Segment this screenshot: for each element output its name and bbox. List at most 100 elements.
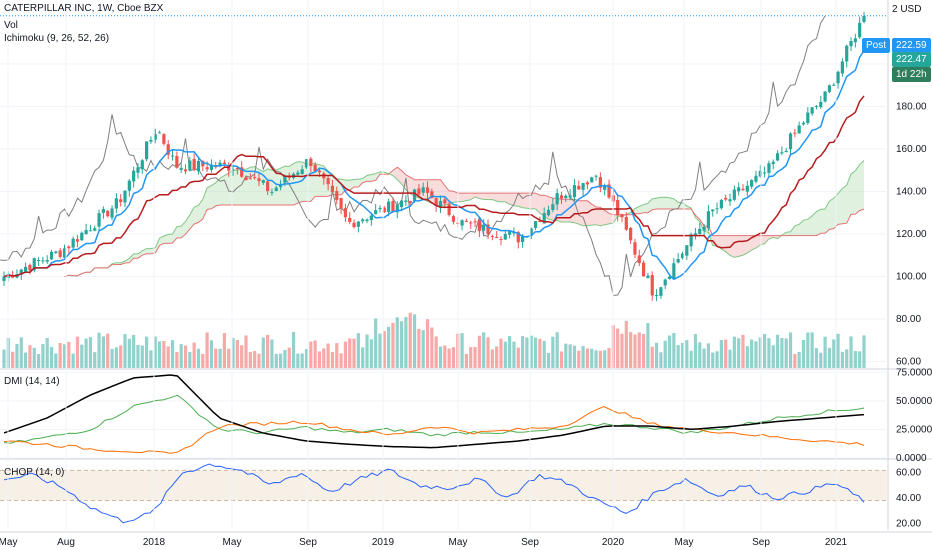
ichimoku-cloud-segment [246, 167, 251, 205]
volume-bar [110, 348, 114, 368]
volume-bar [680, 342, 685, 368]
volume-bar [845, 349, 849, 368]
volume-bar [356, 333, 360, 368]
volume-bar [425, 319, 430, 368]
candle-body [114, 198, 118, 209]
ichimoku-cloud-segment [730, 235, 735, 258]
volume-bar [793, 353, 797, 368]
volume-bar [689, 350, 693, 368]
candle-body [80, 232, 84, 241]
ichimoku-cloud-segment [194, 205, 199, 225]
candle-body [209, 164, 214, 170]
candle-body [54, 251, 58, 253]
candle-body [832, 84, 836, 86]
volume-bar [702, 348, 706, 368]
candle-body [421, 187, 425, 193]
ichimoku-cloud-segment [371, 173, 376, 182]
ichimoku-cloud-segment [838, 188, 843, 225]
volume-bar [387, 326, 391, 368]
time-tick-label: May [449, 537, 468, 548]
volume-legend: Vol [4, 20, 18, 31]
candle-body [490, 236, 494, 238]
ichimoku-cloud-segment [717, 235, 722, 250]
ichimoku-cloud-segment [501, 193, 506, 202]
volume-bar [508, 336, 512, 368]
ichimoku-cloud-segment [306, 163, 311, 202]
volume-bar [495, 346, 499, 368]
volume-bar [378, 333, 382, 368]
candle-body [745, 185, 749, 192]
time-tick-label: Aug [57, 537, 75, 548]
candle-body [698, 228, 702, 235]
ichimoku-cloud-segment [660, 197, 666, 209]
volume-bar [382, 331, 386, 368]
volume-bar [486, 337, 490, 368]
leading-span-b-line [64, 166, 865, 278]
candle-body [542, 213, 546, 224]
last-price-tag: 222.47 [892, 52, 931, 67]
ichimoku-cloud-segment [570, 199, 575, 223]
price-tick-label: 120.00 [896, 229, 927, 240]
volume-bar [88, 337, 93, 368]
candle-body [495, 237, 499, 239]
time-tick-label: May [0, 537, 17, 548]
volume-bar [326, 343, 330, 368]
volume-bar [806, 332, 810, 368]
volume-bar [11, 351, 15, 368]
ichimoku-cloud-segment [652, 198, 657, 210]
volume-bar [153, 336, 157, 368]
volume-bar [477, 335, 481, 368]
candle-body [814, 106, 819, 108]
ichimoku-cloud-segment [138, 250, 143, 259]
candle-body [568, 195, 572, 198]
chop-tick-label: 40.00 [896, 493, 921, 504]
volume-bar [296, 353, 300, 368]
volume-bar [257, 353, 261, 368]
dmi-tick-label: 50.0000 [896, 396, 932, 407]
candle-body [339, 198, 343, 209]
ichimoku-cloud-segment [794, 224, 800, 236]
volume-bar [853, 351, 857, 368]
time-tick-label: 2021 [825, 537, 848, 548]
ichimoku-cloud-segment [665, 197, 670, 209]
ichimoku-cloud-segment [496, 193, 501, 202]
ichimoku-cloud-segment [276, 168, 281, 205]
volume-bar [840, 351, 844, 368]
candle-body [486, 224, 490, 235]
volume-bar [322, 348, 326, 368]
candle-body [19, 269, 23, 275]
volume-bar [533, 337, 538, 368]
candle-body [460, 220, 464, 226]
volume-bar [391, 322, 395, 368]
volume-bar [572, 345, 577, 368]
ichimoku-cloud-segment [786, 231, 791, 236]
volume-bar [300, 353, 304, 368]
ichimoku-cloud-segment [449, 190, 454, 204]
volume-bar [222, 333, 227, 368]
candle-body [361, 219, 365, 222]
volume-bar [447, 348, 451, 368]
ichimoku-cloud-segment [345, 180, 350, 191]
candle-body [408, 200, 412, 204]
candle-body [270, 191, 274, 193]
candle-body [641, 262, 646, 277]
candle-body [317, 170, 322, 173]
volume-bar [529, 335, 533, 368]
volume-bar [750, 339, 754, 368]
volume-bar [624, 320, 628, 368]
candle-body [222, 162, 227, 164]
volume-bar [771, 345, 775, 368]
volume-bar [205, 332, 209, 368]
ichimoku-cloud-segment [133, 253, 138, 259]
volume-bar [404, 317, 408, 368]
post-price-tag: 222.59 [892, 38, 931, 53]
candle-body [205, 167, 209, 170]
ichimoku-cloud-segment [846, 174, 851, 224]
volume-bar [348, 338, 352, 368]
volume-bar [248, 351, 252, 368]
volume-bar [711, 352, 715, 368]
volume-bar [330, 351, 335, 368]
volume-bar [598, 350, 602, 368]
candle-body [257, 178, 261, 182]
